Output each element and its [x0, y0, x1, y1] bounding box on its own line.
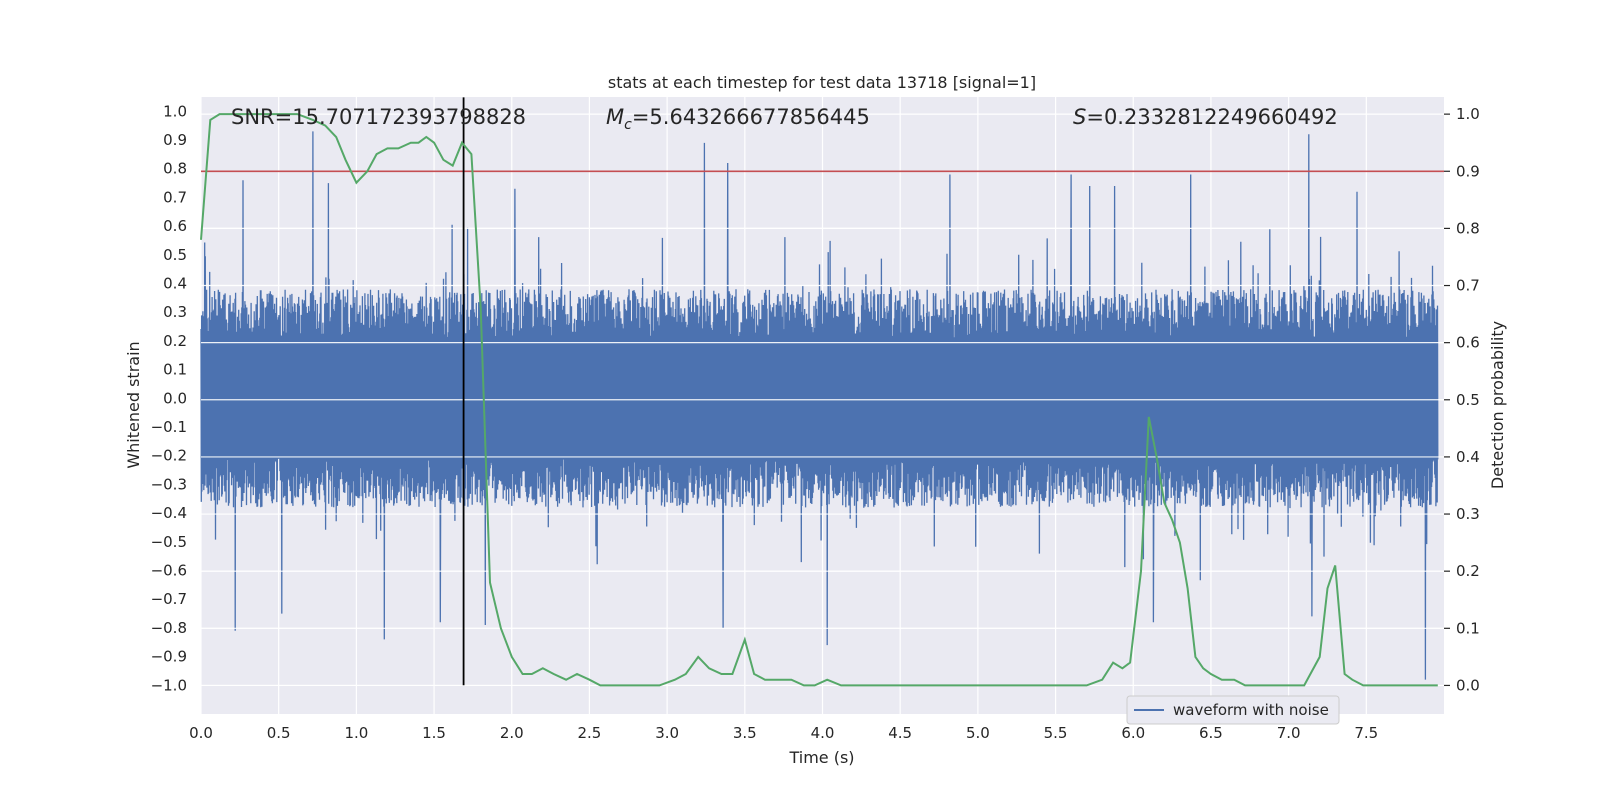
y-tick-label: −0.8 [151, 619, 187, 637]
waveform-series [200, 131, 1444, 687]
x-tick-label: 0.5 [267, 724, 291, 742]
spin-annotation: S=0.2332812249660492 [1073, 105, 1338, 129]
x-tick-label: 1.0 [344, 724, 368, 742]
spin-value: =0.2332812249660492 [1086, 105, 1337, 129]
snr-annotation: SNR=15.707172393798828 [231, 105, 526, 129]
y-tick-label: −0.5 [151, 533, 187, 551]
y-tick-label: 0.7 [163, 188, 187, 206]
legend: waveform with noise [1126, 695, 1340, 725]
y-tick-label: 0.5 [163, 246, 187, 264]
x-tick-label: 6.5 [1199, 724, 1223, 742]
y-right-tick-label: 0.3 [1456, 505, 1480, 523]
y-tick-label: −0.1 [151, 418, 187, 436]
y-right-axis-ticks: 1.0 0.9 0.8 0.7 0.6 0.5 0.4 0.3 0.2 0.1 0.0 [1444, 105, 1480, 694]
waveform-core-band [201, 338, 1438, 459]
y-tick-label: −0.9 [151, 648, 187, 666]
x-tick-label: 0.0 [189, 724, 213, 742]
y-tick-label: 0.1 [163, 361, 187, 379]
y-tick-label: 0.4 [163, 275, 187, 293]
y-right-tick-label: 0.9 [1456, 162, 1480, 180]
y-tick-label: 0.6 [163, 217, 187, 235]
chirp-mass-value: =5.643266677856445 [632, 105, 870, 129]
y-right-tick-label: 0.1 [1456, 619, 1480, 637]
chirp-mass-subscript: c [624, 117, 632, 133]
chart-title: stats at each timestep for test data 137… [608, 73, 1036, 92]
x-tick-label: 3.0 [655, 724, 679, 742]
y-tick-label: 0.9 [163, 131, 187, 149]
y-right-tick-label: 0.6 [1456, 334, 1480, 352]
y-tick-label: −0.6 [151, 562, 187, 580]
y-right-tick-label: 0.7 [1456, 277, 1480, 295]
y-right-tick-label: 0.8 [1456, 219, 1480, 237]
y-right-tick-label: 1.0 [1456, 105, 1480, 123]
x-axis-ticks: 0.0 0.5 1.0 1.5 2.0 2.5 3.0 3.5 4.0 4.5 5.0 5.5 6.0 6… [189, 724, 1378, 742]
x-tick-label: 5.5 [1044, 724, 1068, 742]
x-tick-label: 4.0 [811, 724, 835, 742]
x-tick-label: 7.0 [1277, 724, 1301, 742]
y-right-tick-label: 0.4 [1456, 448, 1480, 466]
x-tick-label: 2.5 [578, 724, 602, 742]
y-tick-label: −0.2 [151, 447, 187, 465]
y-axis-label: Whitened strain [124, 341, 143, 468]
y-right-axis-label: Detection probability [1488, 321, 1507, 489]
x-tick-label: 7.5 [1354, 724, 1378, 742]
overlay-lines [201, 97, 1444, 686]
detection-probability-series [200, 113, 1438, 687]
y-tick-label: 0.8 [163, 160, 187, 178]
y-tick-label: 1.0 [163, 102, 187, 120]
y-axis-ticks: 1.0 0.9 0.8 0.7 0.6 0.5 0.4 0.3 0.2 0.1 0.0 −0.1 −0.… [151, 102, 187, 694]
x-axis-label: Time (s) [788, 748, 854, 767]
legend-box [1126, 695, 1340, 725]
chirp-mass-symbol: M [606, 105, 624, 129]
y-tick-label: 0.3 [163, 303, 187, 321]
x-tick-label: 2.0 [500, 724, 524, 742]
y-right-tick-label: 0.5 [1456, 391, 1480, 409]
y-tick-label: −0.3 [151, 475, 187, 493]
legend-label-waveform: waveform with noise [1173, 701, 1329, 719]
y-tick-label: 0.2 [163, 332, 187, 350]
y-right-tick-label: 0.0 [1456, 676, 1480, 694]
x-tick-label: 5.0 [966, 724, 990, 742]
x-tick-label: 1.5 [422, 724, 446, 742]
y-tick-label: −1.0 [151, 676, 187, 694]
spin-symbol: S [1073, 105, 1086, 129]
x-tick-label: 3.5 [733, 724, 757, 742]
x-tick-label: 4.5 [888, 724, 912, 742]
chirp-mass-annotation: Mc=5.643266677856445 [606, 105, 870, 133]
y-tick-label: 0.0 [163, 389, 187, 407]
x-tick-label: 6.0 [1121, 724, 1145, 742]
y-tick-label: −0.7 [151, 590, 187, 608]
y-tick-label: −0.4 [151, 504, 187, 522]
detection-probability-line [200, 113, 1438, 687]
y-right-tick-label: 0.2 [1456, 562, 1480, 580]
